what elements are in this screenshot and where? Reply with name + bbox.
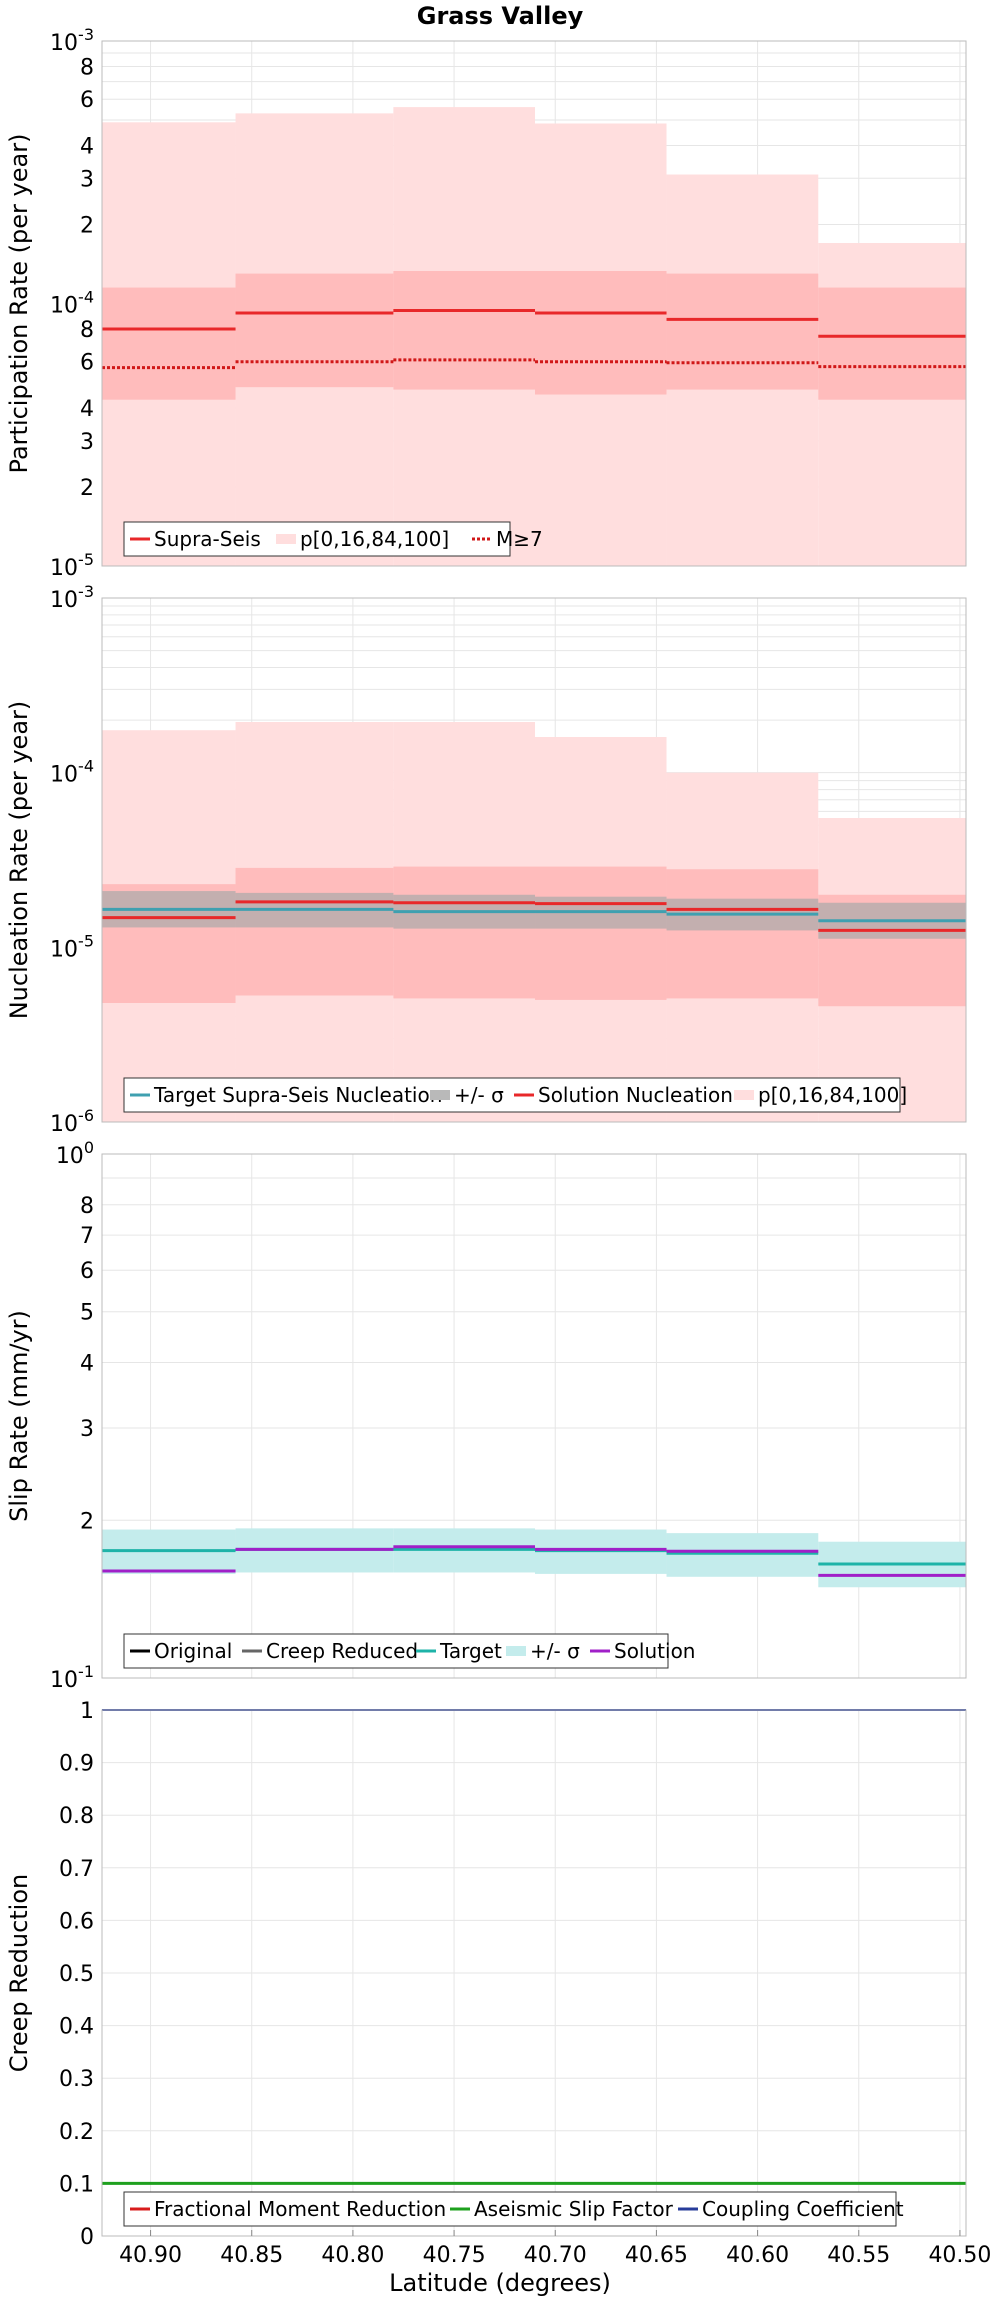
- y-tick-label: 3: [80, 1417, 94, 1442]
- y-tick-label: 10-3: [50, 25, 94, 56]
- p16-84-band: [235, 273, 394, 388]
- p16-84-band: [818, 287, 966, 400]
- y-tick-label: 6: [80, 1259, 94, 1284]
- y-tick-label: 0: [80, 2225, 94, 2250]
- legend-label: Fractional Moment Reduction: [154, 2197, 446, 2221]
- figure-title: Grass Valley: [417, 2, 584, 30]
- p16-84-band: [535, 866, 667, 1000]
- y-tick-label: 8: [80, 318, 94, 343]
- y-tick-label: 0.1: [59, 2172, 94, 2197]
- y-tick-label: 3: [80, 430, 94, 455]
- x-tick-label: 40.65: [625, 2243, 688, 2268]
- y-axis-title: Participation Rate (per year): [5, 134, 33, 474]
- y-tick-label: 8: [80, 1194, 94, 1219]
- legend-label: Aseismic Slip Factor: [474, 2197, 674, 2221]
- legend-label: Solution Nucleation: [538, 1083, 733, 1107]
- x-tick-label: 40.85: [220, 2243, 283, 2268]
- y-tick-label: 0.9: [59, 1752, 94, 1777]
- p16-84-band: [393, 270, 536, 390]
- legend-swatch: [734, 1090, 754, 1100]
- y-axis-title: Creep Reduction: [5, 1874, 33, 2072]
- x-tick-label: 40.50: [928, 2243, 991, 2268]
- legend-label: Original: [154, 1639, 232, 1663]
- p16-84-band: [666, 273, 819, 390]
- legend-label: Supra-Seis: [154, 527, 261, 551]
- p16-84-band: [235, 867, 394, 996]
- y-tick-label: 0.7: [59, 1857, 94, 1882]
- y-tick-label: 10-4: [50, 288, 94, 319]
- y-tick-label: 10-5: [50, 931, 94, 962]
- legend-box: [123, 1633, 669, 1669]
- y-axis-title: Nucleation Rate (per year): [5, 701, 33, 1020]
- p16-84-band: [102, 287, 236, 400]
- y-tick-label: 10-3: [50, 582, 94, 613]
- legend-label: p[0,16,84,100]: [758, 1083, 907, 1107]
- y-tick-label: 6: [80, 88, 94, 113]
- y-tick-label: 4: [80, 1352, 94, 1377]
- legend-box: [123, 1077, 901, 1113]
- legend-label: M≥7: [496, 527, 543, 551]
- y-axis-title: Slip Rate (mm/yr): [5, 1310, 33, 1522]
- legend-label: Target: [439, 1639, 502, 1663]
- y-tick-label: 10-1: [50, 1662, 94, 1693]
- y-tick-label: 0.8: [59, 1804, 94, 1829]
- legend-label: +/- σ: [530, 1639, 580, 1663]
- plot-frame: [101, 40, 967, 567]
- y-tick-label: 2: [80, 213, 94, 238]
- plot-frame: [101, 1709, 967, 2237]
- x-tick-label: 40.70: [524, 2243, 587, 2268]
- x-tick-label: 40.55: [827, 2243, 890, 2268]
- plot-frame: [101, 597, 967, 1123]
- legend-box: [123, 2191, 897, 2227]
- y-tick-label: 0.4: [59, 2015, 94, 2040]
- y-tick-label: 100: [56, 1138, 94, 1169]
- y-tick-label: 10-6: [50, 1106, 94, 1137]
- y-tick-label: 8: [80, 55, 94, 80]
- panel-nucleation-rate: 10-3 10-4 10-5 10-6 Nucleation Rate (per yea…: [5, 582, 967, 1137]
- x-tick-label: 40.90: [119, 2243, 182, 2268]
- y-tick-label: 2: [80, 476, 94, 501]
- legend-label: Target Supra-Seis Nucleation: [153, 1083, 442, 1107]
- p16-84-band: [535, 270, 667, 395]
- y-tick-label: 5: [80, 1301, 94, 1326]
- x-tick-label: 40.80: [321, 2243, 384, 2268]
- legend-label: Coupling Coefficient: [702, 2197, 904, 2221]
- legend-label: Solution: [614, 1639, 695, 1663]
- y-tick-label: 3: [80, 167, 94, 192]
- y-tick-label: 4: [80, 397, 94, 422]
- y-tick-label: 10-5: [50, 550, 94, 581]
- y-tick-label: 1: [80, 1699, 94, 1724]
- x-axis-label: Latitude (degrees): [389, 2269, 611, 2297]
- p16-84-band: [666, 869, 819, 999]
- y-tick-label: 2: [80, 1509, 94, 1534]
- y-tick-label: 7: [80, 1224, 94, 1249]
- y-tick-label: 0.5: [59, 1962, 94, 1987]
- y-tick-label: 0.6: [59, 1909, 94, 1934]
- legend-label: p[0,16,84,100]: [300, 527, 449, 551]
- legend-label: +/- σ: [454, 1083, 504, 1107]
- legend-swatch: [506, 1646, 526, 1656]
- y-tick-label: 0.2: [59, 2120, 94, 2145]
- y-tick-label: 6: [80, 351, 94, 376]
- y-tick-label: 0.3: [59, 2067, 94, 2092]
- y-tick-label: 4: [80, 134, 94, 159]
- x-tick-label: 40.75: [423, 2243, 486, 2268]
- panel-slip-rate: 100 8 7 6 5 4 3 2 10-1 Slip Rate (mm/yr) Original C…: [5, 1138, 967, 1693]
- slip-sigma-band: [666, 1533, 819, 1577]
- panel-creep-reduction: 1 0.9 0.8 0.7 0.6 0.5 0.4 0.3 0.2 0.1 0 Creep Reduc…: [5, 1699, 991, 2268]
- x-tick-label: 40.60: [726, 2243, 789, 2268]
- legend-box: [123, 521, 511, 557]
- p16-84-band: [393, 866, 536, 999]
- plot-frame: [101, 1153, 967, 1679]
- y-tick-label: 10-4: [50, 757, 94, 788]
- legend-label: Creep Reduced: [266, 1639, 418, 1663]
- legend-swatch: [430, 1090, 450, 1100]
- legend-swatch: [276, 534, 296, 544]
